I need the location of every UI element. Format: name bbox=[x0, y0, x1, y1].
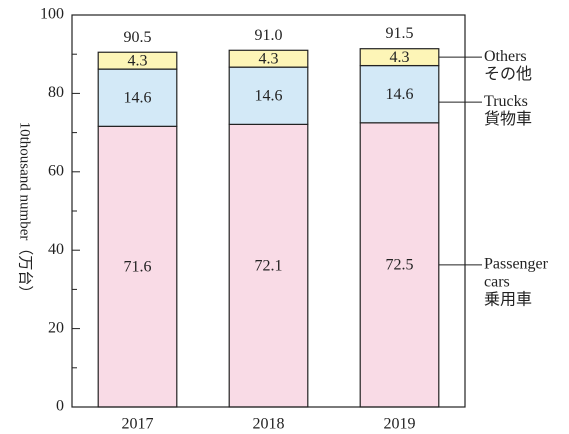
data-label: 14.6 bbox=[386, 86, 414, 103]
legend-label: cars bbox=[484, 274, 510, 291]
bar-segment bbox=[97, 125, 178, 408]
legend-label: 貨物車 bbox=[484, 110, 532, 128]
x-tick-label: 2018 bbox=[253, 416, 285, 433]
total-label: 90.5 bbox=[124, 29, 152, 46]
total-label: 91.5 bbox=[386, 25, 414, 42]
y-tick-label: 20 bbox=[48, 319, 64, 336]
y-axis-label: 10thousand number（万台） bbox=[17, 122, 34, 301]
bar-segment bbox=[359, 64, 440, 124]
x-tick-label: 2017 bbox=[122, 416, 154, 433]
data-label: 71.6 bbox=[124, 258, 152, 275]
plot-frame bbox=[71, 14, 466, 408]
legend-label: Passenger bbox=[484, 256, 549, 273]
data-label: 4.3 bbox=[390, 49, 410, 66]
legend-label: Others bbox=[484, 48, 527, 65]
data-label: 14.6 bbox=[255, 87, 283, 104]
legend-label: 乗用車 bbox=[484, 291, 532, 309]
bar-segment bbox=[97, 51, 178, 70]
y-tick-label: 40 bbox=[48, 241, 64, 258]
bar-segment bbox=[228, 66, 309, 125]
x-tick-label: 2019 bbox=[384, 416, 416, 433]
data-label: 72.1 bbox=[255, 257, 283, 274]
data-label: 4.3 bbox=[259, 50, 279, 67]
bar-segment bbox=[228, 49, 309, 68]
y-tick-label: 60 bbox=[48, 162, 64, 179]
bar-segment bbox=[228, 123, 309, 408]
data-label: 72.5 bbox=[386, 257, 414, 274]
y-tick-label: 0 bbox=[56, 398, 64, 415]
legend-label: その他 bbox=[484, 65, 532, 83]
bar-segment bbox=[97, 68, 178, 127]
total-label: 91.0 bbox=[255, 27, 283, 44]
legend-label: Trucks bbox=[484, 93, 528, 110]
y-tick-label: 80 bbox=[48, 84, 64, 101]
y-tick-label: 100 bbox=[40, 6, 64, 23]
data-label: 14.6 bbox=[124, 89, 152, 106]
data-label: 4.3 bbox=[128, 52, 148, 69]
